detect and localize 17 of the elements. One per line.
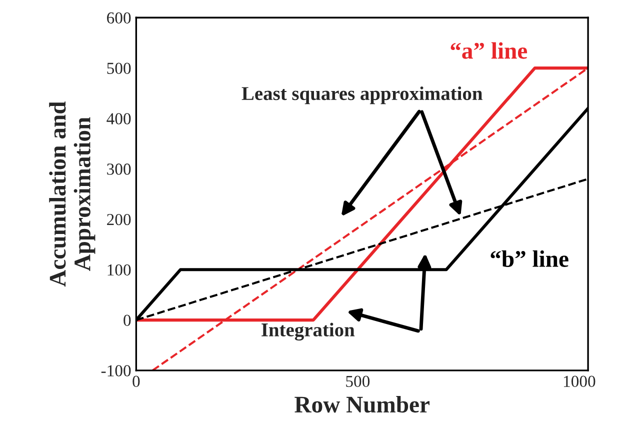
y-tick-label: 300 — [107, 164, 131, 175]
y-tick-label: 100 — [108, 264, 131, 276]
x-axis-title: Row Number — [294, 396, 430, 413]
series-label: “a” line — [450, 42, 528, 59]
x-tick-label: 0 — [132, 376, 140, 388]
y-tick-label: 400 — [106, 113, 131, 124]
y-tick-label: 600 — [107, 12, 131, 24]
y-axis-title: Accumulation and Approximation — [49, 101, 96, 287]
series-label: “b” line — [490, 250, 568, 267]
annotation: Integration — [262, 322, 355, 341]
annotation: Least squares approximation — [242, 86, 482, 104]
y-tick-label: 0 — [124, 314, 131, 326]
y-tick-label: -100 — [101, 365, 131, 376]
x-tick-label: 500 — [346, 376, 370, 388]
y-tick-label: 200 — [107, 214, 131, 226]
x-tick-label: 1000 — [564, 376, 596, 388]
y-tick-label: 500 — [107, 62, 131, 74]
